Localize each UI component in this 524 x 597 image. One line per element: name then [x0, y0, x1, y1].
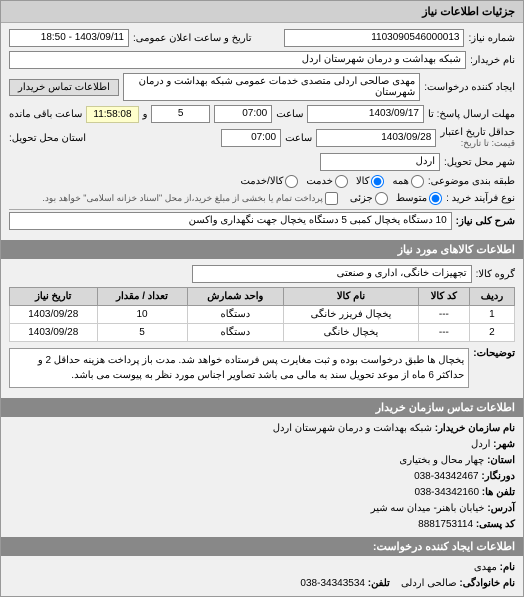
min-valid-sub: قیمت: تا تاریخ: [440, 138, 515, 149]
deadline-date-field: 1403/09/17 [307, 105, 424, 123]
radio-goods[interactable]: کالا [356, 175, 385, 188]
table-cell: 2 [469, 324, 514, 342]
delivery-city-field: اردل [320, 153, 440, 171]
table-header: نام کالا [284, 288, 419, 306]
delivery-city-label: شهر محل تحویل: [444, 157, 515, 168]
goods-table: ردیفکد کالانام کالاواحد شمارشتعداد / مقد… [9, 287, 515, 342]
table-header: تاریخ نیاز [10, 288, 98, 306]
request-no-field: 1103090546000013 [284, 29, 464, 47]
table-header: تعداد / مقدار [97, 288, 187, 306]
buyer-label: نام خریدار: [470, 55, 515, 66]
radio-goods-label: کالا [356, 176, 370, 187]
contact-fax-value: 34342467-038 [414, 471, 479, 482]
time-label-1: ساعت [276, 109, 303, 120]
remaining-days-field: 5 [151, 105, 209, 123]
table-cell: 10 [97, 306, 187, 324]
table-cell: --- [418, 306, 469, 324]
creator-phone-value: 34343534-038 [300, 578, 365, 589]
payment-note: پرداخت تمام یا بخشی از مبلغ خرید،از محل … [42, 193, 322, 204]
contact-info-button[interactable]: اطلاعات تماس خریدار [9, 79, 119, 96]
radio-all[interactable]: همه [392, 175, 423, 188]
deadline-time-field: 07:00 [214, 105, 272, 123]
creator-surname-label: نام خانوادگی: [459, 578, 515, 589]
radio-item[interactable]: کالا/خدمت [240, 175, 298, 188]
radio-medium-label: متوسط [396, 193, 427, 204]
radio-all-label: همه [392, 176, 408, 187]
radio-partial[interactable]: جزئی [350, 192, 388, 205]
contact-header: اطلاعات تماس سازمان خریدار [1, 398, 523, 417]
contact-address-value: خیابان باهنر- میدان سه شیر [371, 503, 485, 514]
table-cell: --- [418, 324, 469, 342]
table-cell: یخچال خانگی [284, 324, 419, 342]
table-row: 2---یخچال خانگیدستگاه51403/09/28 [10, 324, 515, 342]
radio-partial-label: جزئی [350, 193, 373, 204]
creator-field: مهدی صالحی اردلی متصدی خدمات عمومی شبکه … [123, 73, 420, 101]
creator-phone-label: تلفن: [368, 578, 390, 589]
min-valid-time-field: 07:00 [221, 129, 281, 147]
group-label: گروه کالا: [476, 269, 515, 280]
table-cell: 5 [97, 324, 187, 342]
contact-phone-label: تلفن ها: [482, 487, 515, 498]
creator-header: اطلاعات ایجاد کننده درخواست: [1, 537, 523, 556]
deadline-label: مهلت ارسال پاسخ: تا [428, 109, 515, 120]
table-cell: 1403/09/28 [10, 306, 98, 324]
contact-fax-label: دورنگار: [481, 471, 515, 482]
remaining-label: ساعت باقی مانده [9, 109, 82, 120]
desc-label: توضیحات: [473, 348, 515, 359]
radio-service-label: خدمت [306, 176, 333, 187]
table-header: ردیف [469, 288, 514, 306]
table-cell: دستگاه [187, 324, 284, 342]
min-valid-date-field: 1403/09/28 [316, 129, 436, 147]
table-header: واحد شمارش [187, 288, 284, 306]
buyer-org-value: شبکه بهداشت و درمان شهرستان اردل [273, 423, 432, 434]
delivery-province-label: استان محل تحویل: [9, 133, 86, 144]
time-label-2: ساعت [285, 133, 312, 144]
radio-service[interactable]: خدمت [306, 175, 348, 188]
payment-check[interactable]: پرداخت تمام یا بخشی از مبلغ خرید،از محل … [42, 192, 337, 205]
class-radio-group: همه کالا خدمت کالا/خدمت [240, 175, 423, 188]
table-header: کد کالا [418, 288, 469, 306]
table-cell: دستگاه [187, 306, 284, 324]
panel-title: جزئیات اطلاعات نیاز [1, 1, 523, 23]
creator-surname-value: صالحی اردلی [401, 578, 457, 589]
contact-city-label: شهر: [493, 439, 515, 450]
desc-text: یخچال ها طبق درخواست بوده و ثبت مغایرت پ… [9, 348, 469, 388]
contact-city-value: اردل [471, 439, 490, 450]
table-row: 1---یخچال فریزر خانگیدستگاه101403/09/28 [10, 306, 515, 324]
table-cell: 1403/09/28 [10, 324, 98, 342]
contact-phone-value: 34342160-038 [414, 487, 479, 498]
contact-postal-value: 8881753114 [418, 519, 473, 530]
purchase-type-label: نوع فرآیند خرید : [446, 193, 515, 204]
group-field: تجهیزات خانگی، اداری و صنعتی [192, 265, 472, 283]
creator-name-value: مهدی [474, 562, 497, 573]
contact-section: نام سازمان خریدار: شبکه بهداشت و درمان ش… [1, 417, 523, 537]
announce-label: تاریخ و ساعت اعلان عمومی: [133, 33, 252, 44]
request-no-label: شماره نیاز: [468, 33, 515, 44]
radio-medium[interactable]: متوسط [396, 192, 442, 205]
class-label: طبقه بندی موضوعی: [428, 176, 515, 187]
summary-field: 10 دستگاه یخچال کمبی 5 دستگاه یخچال جهت … [9, 212, 452, 230]
type-radio-group: متوسط جزئی [350, 192, 442, 205]
contact-address-label: آدرس: [487, 503, 515, 514]
table-cell: 1 [469, 306, 514, 324]
table-cell: یخچال فریزر خانگی [284, 306, 419, 324]
announce-field: 1403/09/11 - 18:50 [9, 29, 129, 47]
creator-name-label: نام: [500, 562, 515, 573]
and-label: و [143, 109, 148, 120]
min-valid-label: حداقل تاریخ اعتبار [440, 127, 515, 138]
contact-province-value: چهار محال و بختیاری [399, 455, 484, 466]
summary-label: شرح کلی نیاز: [456, 216, 515, 227]
buyer-field: شبکه بهداشت و درمان شهرستان اردل [9, 51, 466, 69]
contact-province-label: استان: [487, 455, 515, 466]
radio-item-label: کالا/خدمت [240, 176, 283, 187]
buyer-org-label: نام سازمان خریدار: [435, 423, 515, 434]
remaining-time-field: 11:58:08 [86, 106, 138, 123]
creator-label: ایجاد کننده درخواست: [424, 82, 515, 93]
contact-postal-label: کد پستی: [476, 519, 515, 530]
creator-section: نام: مهدی نام خانوادگی: صالحی اردلی تلفن… [1, 556, 523, 596]
goods-header: اطلاعات کالاهای مورد نیاز [1, 240, 523, 259]
